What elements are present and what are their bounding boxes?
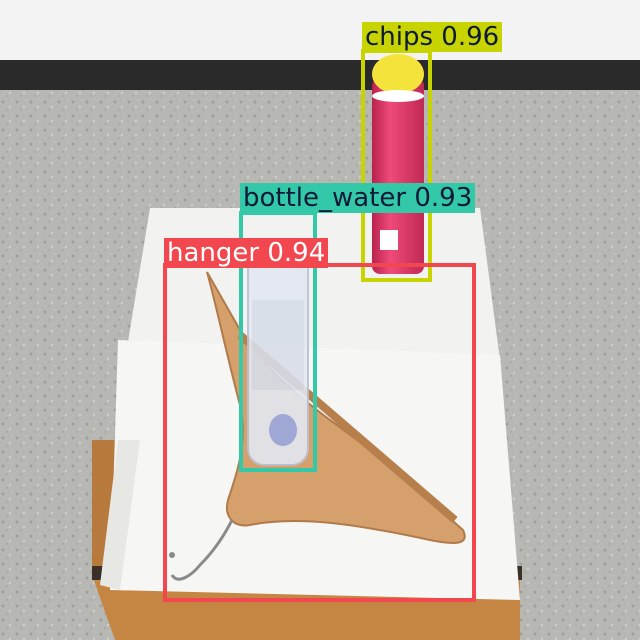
chips-detection-box xyxy=(361,49,432,282)
paper-sheet xyxy=(100,440,140,590)
chips-detection-label: chips 0.96 xyxy=(362,22,503,52)
bottle-water-detection-label: bottle_water 0.93 xyxy=(240,183,476,213)
hanger-detection-box xyxy=(163,263,476,602)
chips-can-object xyxy=(372,54,424,274)
wall xyxy=(0,0,640,62)
bottle-water-detection-box xyxy=(239,211,317,472)
water-bottle-object xyxy=(247,239,309,466)
baseboard xyxy=(0,60,640,90)
hanger-detection-label: hanger 0.94 xyxy=(164,238,329,268)
